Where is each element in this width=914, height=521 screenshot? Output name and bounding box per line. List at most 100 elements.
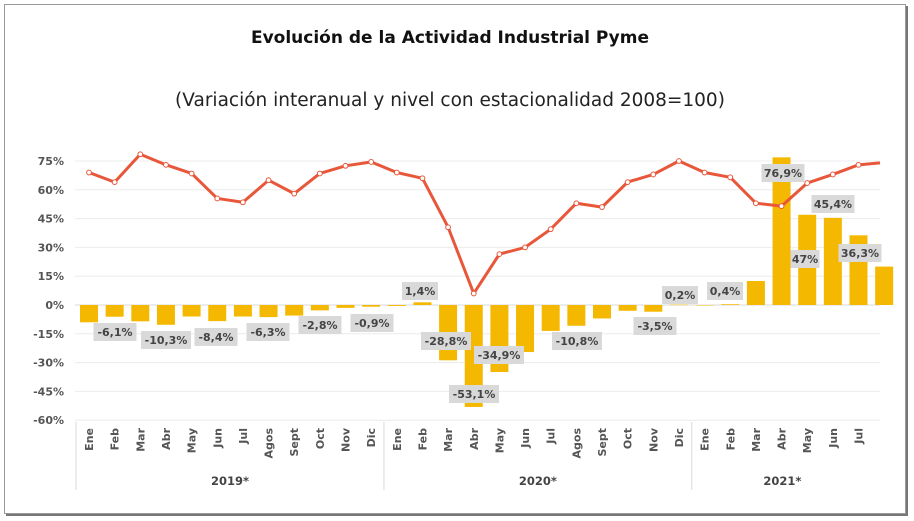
line-marker <box>111 179 118 186</box>
y-tick-label: 75% <box>38 155 64 168</box>
x-tick-label: Abr <box>160 427 173 449</box>
data-label-box <box>93 323 137 341</box>
y-tick-label: 0% <box>45 299 64 312</box>
bar <box>695 305 714 306</box>
chart-title: Evolución de la Actividad Industrial Pym… <box>251 28 649 48</box>
line-marker <box>676 158 682 164</box>
x-tick-label: Ene <box>391 428 404 451</box>
y-tick-label: 45% <box>38 213 64 226</box>
data-label-box <box>141 331 191 349</box>
data-label: -6,3% <box>250 326 285 339</box>
x-tick-label: May <box>493 428 506 453</box>
line-marker <box>624 179 631 186</box>
data-label: 0,2% <box>665 289 696 302</box>
bar <box>387 305 406 306</box>
data-label-box <box>350 314 394 332</box>
data-label-box <box>449 385 499 403</box>
bar <box>259 305 278 318</box>
data-label: -53,1% <box>453 388 496 401</box>
bar <box>516 305 535 353</box>
bar <box>80 305 98 323</box>
line-marker <box>804 180 811 186</box>
line-marker <box>701 169 708 176</box>
bar <box>233 305 252 317</box>
x-tick-label: Sept <box>288 428 301 457</box>
data-label-box <box>662 286 698 304</box>
x-tick-label: Abr <box>776 427 789 449</box>
bar <box>105 305 124 317</box>
bar <box>131 305 150 322</box>
line-marker <box>214 195 221 202</box>
chart-frame <box>4 4 906 514</box>
bar <box>156 305 175 325</box>
line-marker <box>445 224 452 231</box>
data-label-box <box>552 332 602 350</box>
line-marker <box>778 203 785 210</box>
data-label: -10,8% <box>556 335 599 348</box>
x-tick-label: May <box>186 428 199 453</box>
x-tick-label: Oct <box>314 428 327 449</box>
x-tick-label: Dic <box>365 428 378 447</box>
data-label-box <box>421 332 471 350</box>
bar <box>541 305 560 331</box>
x-tick-label: Dic <box>673 428 686 447</box>
x-tick-label: Jun <box>211 428 224 449</box>
x-tick-label: Jul <box>237 428 250 445</box>
bar <box>362 305 381 307</box>
bar <box>669 304 688 306</box>
line-marker <box>291 190 298 197</box>
line-marker <box>265 177 272 184</box>
line-marker <box>547 226 554 233</box>
y-tick-label: 15% <box>38 270 64 283</box>
y-tick-label: -45% <box>33 385 64 398</box>
line-marker <box>470 290 477 297</box>
bar <box>464 305 483 407</box>
x-tick-label: Jun <box>827 428 840 449</box>
bar <box>823 217 842 305</box>
line-marker <box>753 200 759 207</box>
line-marker <box>573 200 580 207</box>
x-tick-label: May <box>801 428 814 453</box>
bar <box>721 304 740 305</box>
line-marker <box>188 170 195 177</box>
x-tick-label: Oct <box>622 428 635 449</box>
data-label: -28,8% <box>425 335 468 348</box>
line-marker <box>496 251 503 258</box>
bar <box>285 305 304 316</box>
line-marker <box>316 170 323 177</box>
x-tick-label: Jul <box>545 428 558 445</box>
data-label: 45,4% <box>814 198 852 211</box>
y-tick-label: 30% <box>38 241 64 254</box>
data-label-box <box>633 317 677 335</box>
data-label: -34,9% <box>478 349 521 362</box>
bar <box>413 302 432 305</box>
line-marker <box>522 244 528 251</box>
x-tick-label: Jun <box>519 428 532 449</box>
x-tick-label: Feb <box>724 428 737 451</box>
x-tick-label: Sept <box>596 428 609 457</box>
data-label-box <box>298 316 342 334</box>
data-label: 76,9% <box>764 167 802 180</box>
line-marker <box>650 171 657 178</box>
data-label: -8,4% <box>198 331 233 344</box>
data-label: -3,5% <box>637 320 672 333</box>
y-tick-label: -30% <box>33 357 64 370</box>
line-marker <box>342 162 349 169</box>
line-marker <box>727 174 734 181</box>
line-marker <box>137 151 144 158</box>
bar <box>182 305 201 317</box>
x-tick-label: Feb <box>109 428 122 451</box>
year-group-label: 2021* <box>763 474 801 488</box>
bar <box>336 305 355 308</box>
data-label: -2,8% <box>302 319 337 332</box>
bar <box>875 266 894 305</box>
x-tick-label: Mar <box>134 427 147 451</box>
data-label-box <box>838 244 882 262</box>
data-label: -6,1% <box>97 326 132 339</box>
data-label: -10,3% <box>145 334 188 347</box>
y-tick-label: 60% <box>38 184 64 197</box>
bar <box>208 305 227 322</box>
y-tick-label: -60% <box>33 414 64 427</box>
bar <box>772 157 791 305</box>
